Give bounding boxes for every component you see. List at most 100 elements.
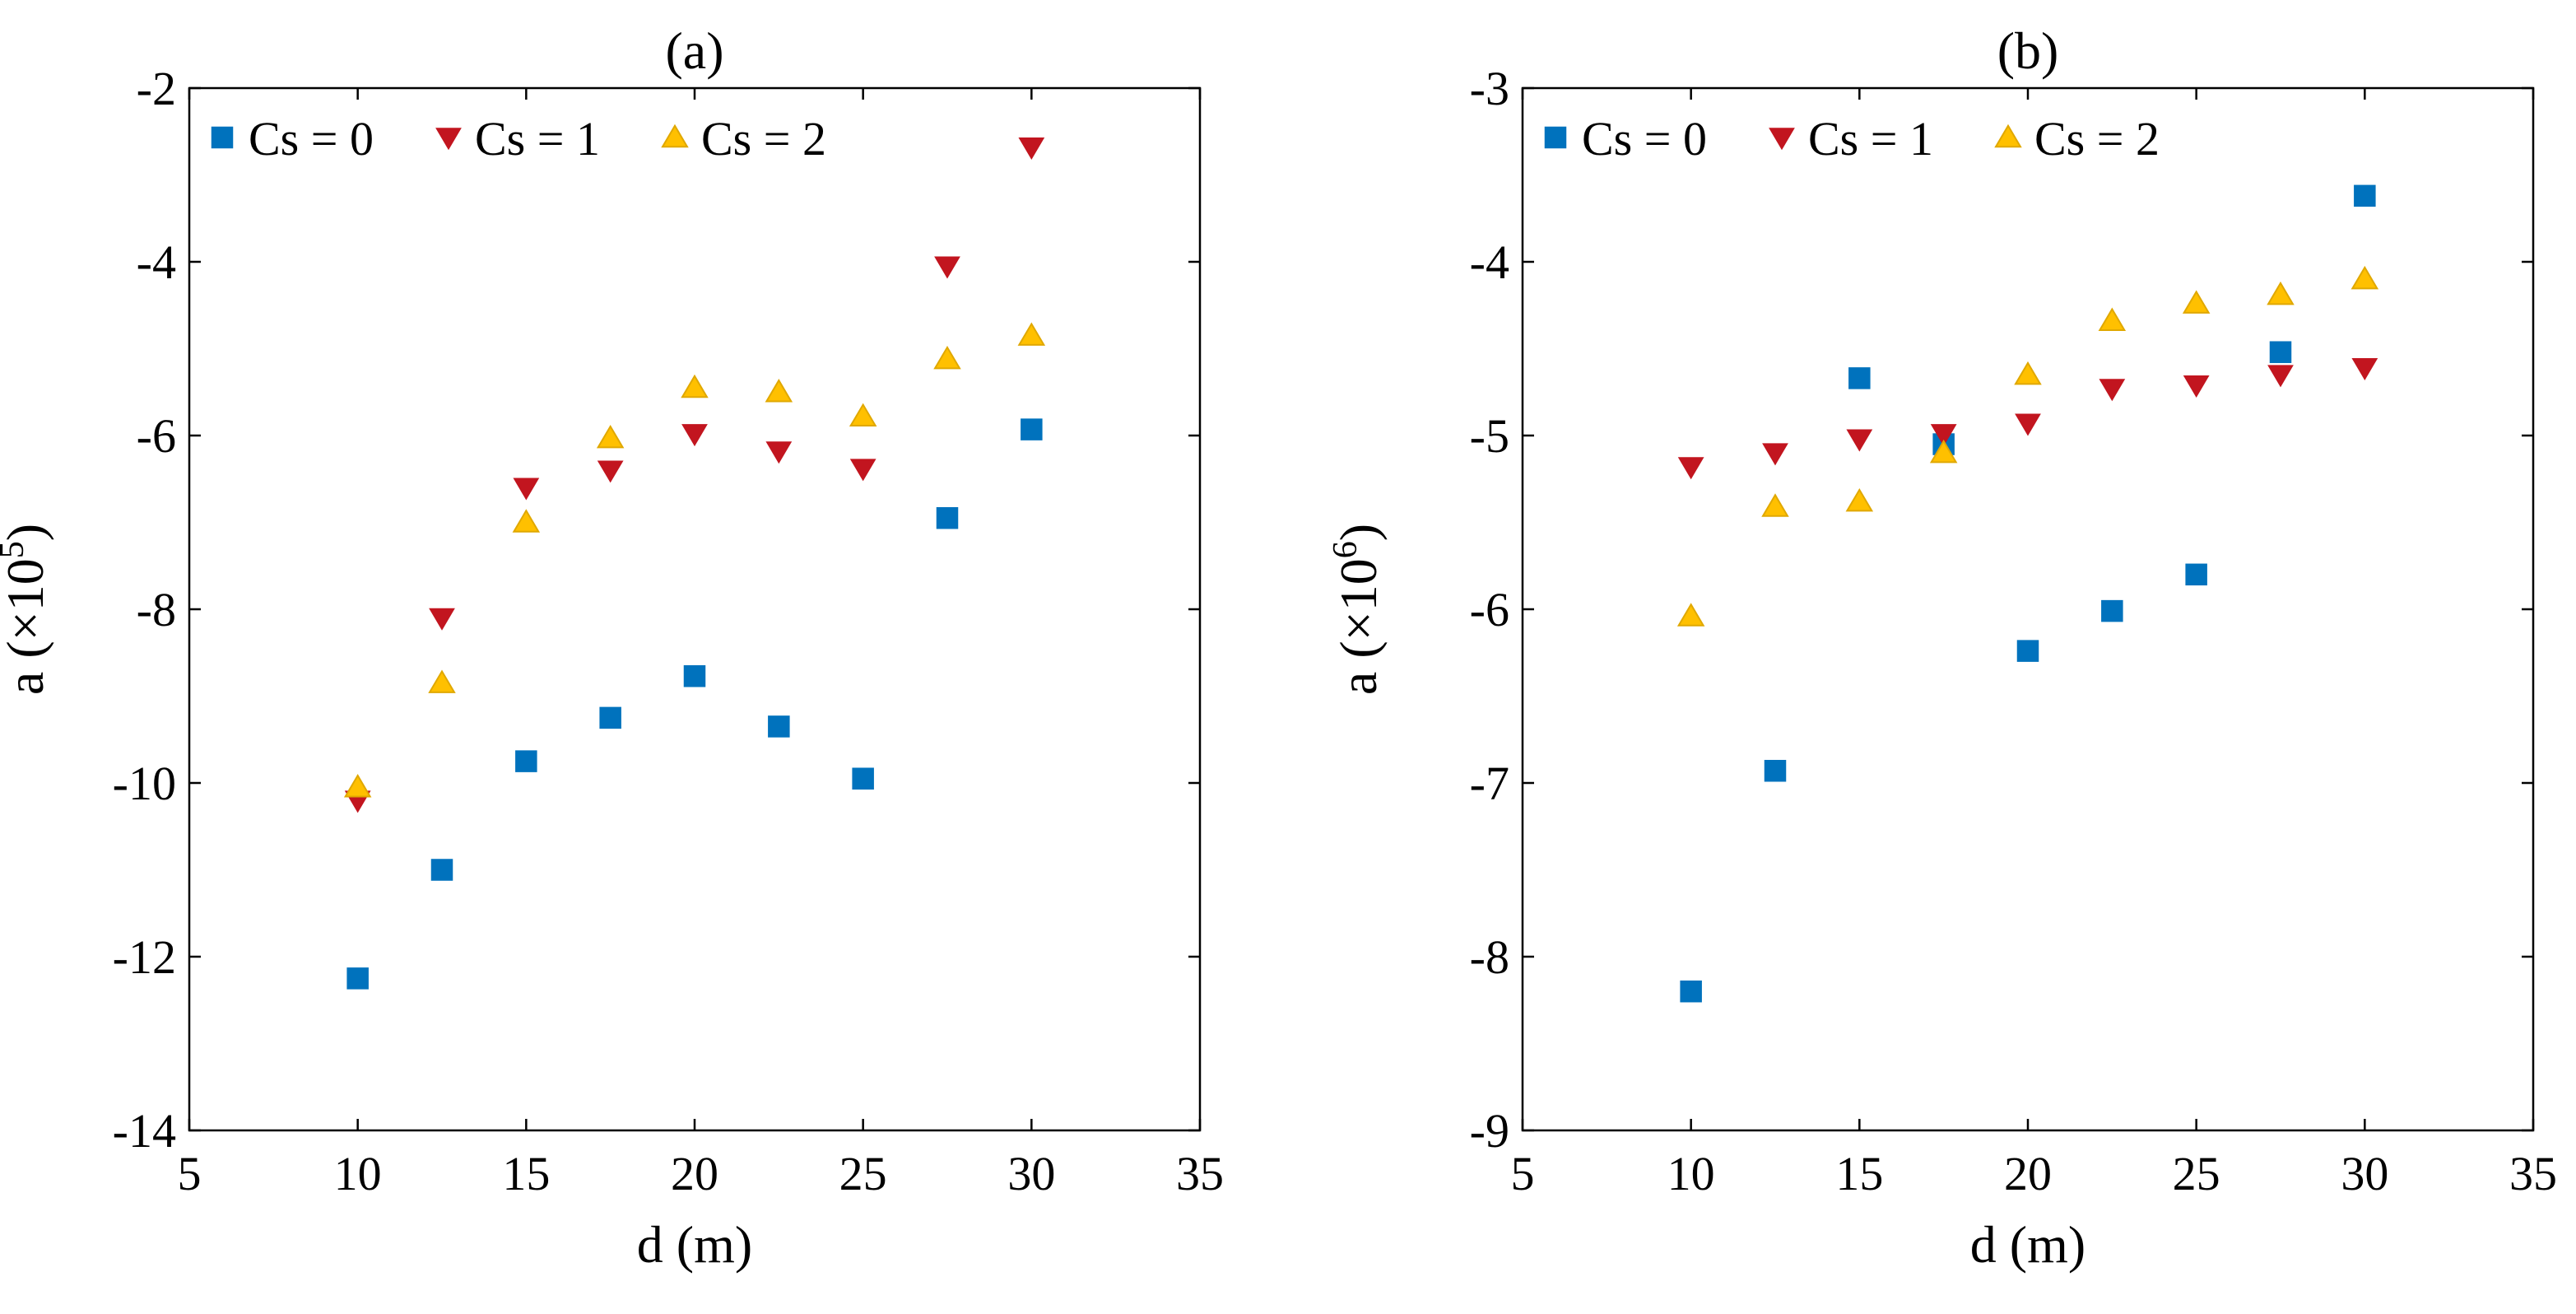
x-tick-label: 10 (334, 1147, 382, 1200)
data-point (1845, 487, 1874, 512)
legend-marker (435, 128, 462, 151)
data-point (852, 767, 874, 790)
chart-panel-b: 5 10 15 20 25 30 35 -9 -8 -7 -6 -5 -4 -3 (b) d (m) a (×1… (1327, 21, 2557, 1274)
x-tick-label: 5 (178, 1147, 202, 1200)
data-point (936, 506, 959, 529)
data-point (681, 424, 708, 447)
data-point (1680, 980, 1702, 1003)
data-point (1764, 759, 1787, 782)
x-tick-label: 30 (1007, 1147, 1055, 1200)
x-tick-label: 30 (2341, 1147, 2388, 1200)
series-cs=2 (343, 322, 1046, 798)
series-cs=1 (1677, 357, 2378, 480)
x-axis-label: d (m) (637, 1215, 752, 1274)
data-point (1018, 137, 1045, 160)
data-point (2101, 599, 2123, 622)
x-tick-label: 15 (1835, 1147, 1883, 1200)
chart-panel-a: 5 10 15 20 25 30 35 -14 -12 -10 -8 -6 -4 -2 (a) d (m) a … (0, 21, 1224, 1274)
data-point (1761, 493, 1789, 517)
data-point (768, 715, 790, 738)
plot-area-frame (188, 86, 1202, 1132)
y-axis-label-close: ) (1329, 524, 1388, 541)
y-tick-label: -9 (1470, 1104, 1509, 1158)
x-tick-label: 35 (1176, 1147, 1224, 1200)
x-tick-label: 25 (2173, 1147, 2220, 1200)
plot-area-frame (1521, 86, 2535, 1132)
data-point (2351, 357, 2378, 380)
legend: Cs = 0 Cs = 1 Cs = 2 (1544, 112, 2160, 165)
y-axis-label-exponent: 5 (0, 541, 31, 558)
data-point (681, 374, 709, 398)
legend-label: Cs = 0 (249, 112, 374, 165)
data-point (1676, 603, 1705, 627)
data-point (2014, 361, 2042, 385)
y-tick-label: -6 (1470, 583, 1509, 636)
y-axis-label-base: a (×10 (0, 558, 54, 695)
legend-marker (1544, 126, 1567, 149)
data-point (2016, 640, 2039, 662)
data-point (596, 424, 625, 449)
data-point (765, 379, 793, 403)
data-point (934, 256, 960, 279)
series-cs=2 (1676, 265, 2379, 627)
y-tick-label: -10 (113, 757, 176, 810)
data-point (849, 459, 876, 482)
data-point (2098, 307, 2127, 331)
legend-marker (661, 123, 689, 148)
series-cs=0 (1680, 184, 2376, 1003)
data-point (430, 859, 453, 881)
data-point (2099, 379, 2126, 402)
y-tick-label: -3 (1470, 62, 1509, 115)
data-point (513, 478, 540, 501)
y-tick-label: -12 (113, 930, 176, 984)
y-tick-label: -5 (1470, 409, 1509, 463)
legend-label: Cs = 0 (1582, 112, 1707, 165)
data-point (597, 460, 624, 483)
y-tick-label: -2 (137, 62, 176, 115)
data-point (515, 750, 537, 772)
data-point (429, 608, 455, 631)
data-point (2015, 413, 2041, 436)
data-point (1930, 424, 1957, 447)
legend-marker (211, 126, 234, 149)
data-point (1929, 439, 1958, 464)
y-axis-label-base: a (×10 (1329, 558, 1388, 695)
x-tick-label: 20 (671, 1147, 718, 1200)
data-point (2269, 341, 2292, 363)
chart-title: (a) (665, 21, 723, 80)
legend-label: Cs = 2 (701, 112, 826, 165)
data-point (2182, 290, 2211, 314)
data-point (2354, 184, 2376, 207)
data-point (1848, 367, 1871, 389)
y-tick-label: -8 (1470, 930, 1509, 984)
y-tick-label: -4 (137, 235, 176, 289)
data-point (2185, 563, 2207, 586)
data-point (512, 509, 541, 533)
y-axis-label: a (×106) (1327, 524, 1388, 695)
legend-marker (1769, 128, 1795, 151)
data-point (683, 664, 706, 687)
data-point (933, 345, 961, 370)
y-axis-label-close: ) (0, 524, 54, 541)
x-tick-label: 15 (502, 1147, 550, 1200)
data-point (599, 706, 621, 729)
data-point (849, 403, 877, 427)
data-point (343, 774, 372, 798)
data-point (2183, 375, 2210, 398)
x-tick-label: 35 (2509, 1147, 2557, 1200)
legend: Cs = 0 Cs = 1 Cs = 2 (211, 112, 826, 165)
data-point (765, 441, 793, 464)
data-point (1017, 322, 1046, 346)
y-tick-label: -4 (1470, 235, 1509, 289)
chart-title: (b) (1997, 21, 2059, 80)
x-axis-label: d (m) (1970, 1215, 2085, 1274)
legend-label: Cs = 2 (2034, 112, 2160, 165)
data-point (1846, 429, 1873, 452)
legend-label: Cs = 1 (1808, 112, 1933, 165)
data-point (2350, 265, 2379, 290)
x-tick-label: 20 (2004, 1147, 2052, 1200)
x-tick-label: 25 (839, 1147, 887, 1200)
x-tick-label: 10 (1667, 1147, 1715, 1200)
y-tick-label: -14 (113, 1104, 176, 1158)
